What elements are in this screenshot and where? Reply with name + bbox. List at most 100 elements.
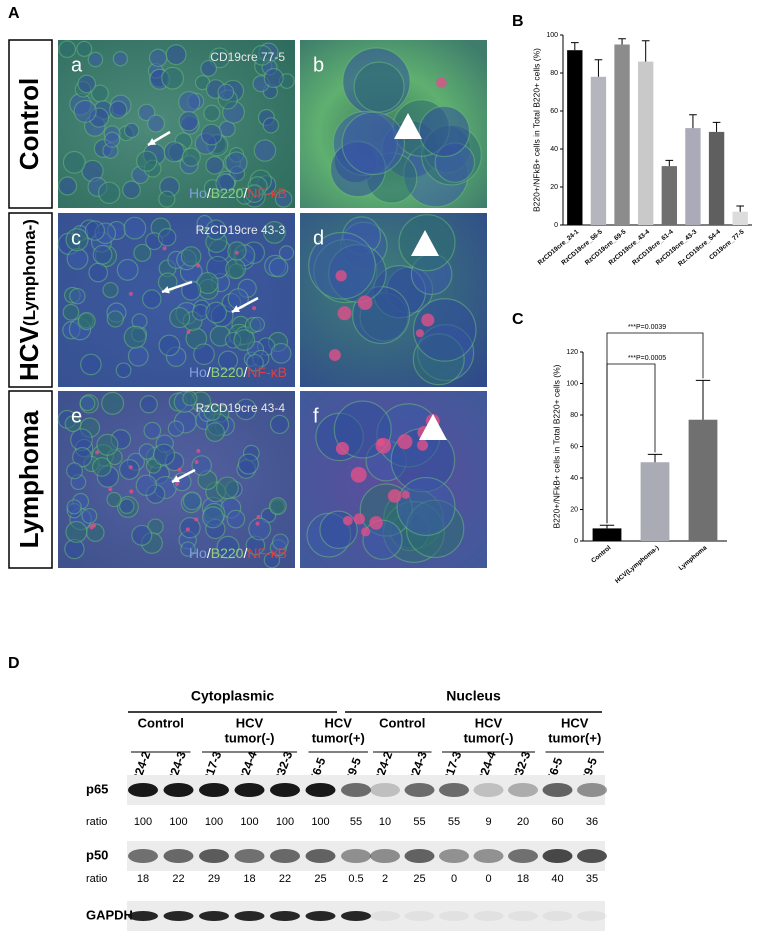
signal [196,448,201,453]
cell [163,141,185,163]
bar [685,128,701,225]
cell [217,350,239,371]
cell [58,176,78,196]
signal [128,465,133,470]
error-bar [695,379,711,420]
cell [106,491,122,508]
blot-band [508,783,538,797]
significance-bracket [606,332,704,524]
blot-band [341,849,371,863]
panel-charts: B 0 20 40 60 80 100 B220+/NFkB+ cells in Total … [512,13,752,585]
blot-band [473,911,504,921]
cell [418,105,471,158]
cell [362,519,403,560]
blot-band [542,783,573,797]
signal [185,527,190,532]
error-bar [736,205,745,212]
panel-label: C [512,311,524,328]
ratio-value: 100 [134,816,152,828]
ratio-value: 22 [172,873,184,885]
y-tick-label: 40 [550,146,558,153]
cell [65,228,89,252]
signal [335,441,350,456]
x-tick-label: RzCD19cre_56-5 [560,228,604,266]
y-tick-label: 0 [554,222,558,229]
cell [200,60,218,77]
cell [270,342,292,364]
cell [226,509,246,529]
panel-label: A [8,5,20,22]
blot-band [577,849,607,863]
group-label: tumor(-) [225,730,275,745]
ratio-value: 20 [517,816,529,828]
cell [205,219,227,241]
blot-band [163,783,194,797]
cell [66,499,82,515]
micrograph: d [300,213,487,387]
y-tick-label: 100 [546,32,558,39]
group-label: tumor(-) [464,730,514,745]
row-label-part: HCV [14,325,44,381]
cell [96,433,119,456]
signal [415,329,424,338]
y-tick-label: 60 [570,443,578,450]
blot-band [577,911,607,921]
ratio-value: 22 [279,873,291,885]
cell [253,139,277,162]
cell [203,403,221,421]
bar [590,76,607,225]
group-label: HCV [325,715,353,730]
signal [375,437,392,454]
ratio-value: 35 [586,873,598,885]
error-bar [647,453,663,463]
cell [251,44,273,66]
ratio-label: ratio [86,873,107,885]
signal [417,439,429,451]
signal [350,466,367,483]
y-tick-label: 60 [550,108,558,115]
cell [77,74,96,94]
error-bar [712,121,721,132]
row-label-part: Control [14,78,44,170]
y-tick-label: 120 [566,349,578,356]
cell [205,301,227,324]
image-letter: b [313,54,324,76]
signal [335,270,347,282]
ratio-value: 100 [169,816,187,828]
ratio-value: 100 [276,816,294,828]
blot-band [128,783,158,797]
image-letter: c [71,227,81,249]
ratio-value: 100 [311,816,329,828]
ratio-value: 29 [208,873,220,885]
cell [179,517,201,539]
cell [308,231,376,300]
row-label: Control [14,78,44,170]
blot-band [163,849,194,863]
error-bar [689,114,697,129]
stain-part: B220 [211,364,244,380]
ratio-value: 55 [350,816,362,828]
panel-label: D [8,655,20,672]
cell [91,457,112,477]
cell [249,316,266,333]
blot-band [199,911,229,921]
cell [84,220,106,241]
arrow-head [172,475,180,483]
blot-band [163,911,194,921]
cell [158,334,181,357]
cell [262,117,280,134]
blot-band [128,849,158,863]
arrow-head [148,138,156,145]
cell [225,151,248,174]
cell [178,110,199,132]
y-tick-label: 20 [570,506,578,513]
cell [157,228,177,247]
blot-band [234,849,265,863]
cell [161,66,185,90]
cell [245,184,264,203]
error-bar [665,159,674,167]
signal [401,490,410,499]
stain-part: NF-κB [247,545,287,561]
section-title: Cytoplasmic [191,688,274,704]
x-tick-label: Rz.CD19cre_54-4 [677,228,722,268]
